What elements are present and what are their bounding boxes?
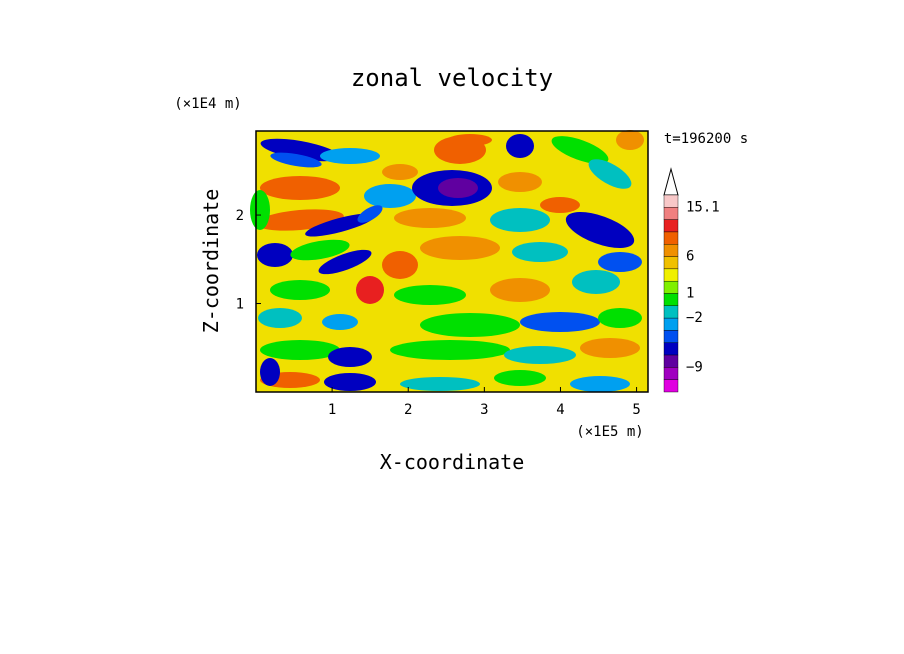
y-scale-label: (×1E4 m) bbox=[174, 96, 241, 112]
field-contour-region bbox=[260, 176, 340, 200]
field-contour-region bbox=[394, 208, 466, 228]
field-contour-region bbox=[382, 164, 418, 180]
x-tick-label: 3 bbox=[480, 402, 488, 418]
field-contour-region bbox=[588, 159, 632, 189]
field-contour-region bbox=[270, 280, 330, 300]
field-contour-region bbox=[512, 242, 568, 262]
field-contour-region bbox=[290, 239, 350, 261]
colorbar-swatch bbox=[663, 219, 679, 233]
field-contour-region bbox=[318, 249, 372, 275]
field-contour-region bbox=[565, 211, 635, 249]
field-contour-region bbox=[394, 285, 466, 305]
field-contour-region bbox=[494, 370, 546, 386]
colorbar-swatch bbox=[663, 207, 679, 220]
field-contour-region bbox=[250, 190, 270, 230]
field-contour-region bbox=[420, 313, 520, 337]
colorbar-swatch bbox=[663, 330, 679, 343]
field-contour-region bbox=[448, 134, 492, 146]
colorbar-label: 6 bbox=[686, 249, 694, 265]
field-contour-region bbox=[438, 178, 478, 198]
colorbar-swatch bbox=[663, 293, 679, 307]
y-tick-label: 2 bbox=[236, 208, 244, 224]
colorbar-swatch bbox=[663, 268, 679, 282]
field-contour-region bbox=[356, 276, 384, 304]
field-contour-region bbox=[580, 338, 640, 358]
colorbar-label: 1 bbox=[686, 286, 694, 302]
colorbar-swatch bbox=[663, 367, 679, 380]
field-contour-region bbox=[320, 148, 380, 164]
colorbar: 15.1 6 1 −2 −9 bbox=[663, 167, 720, 393]
field-contour-region bbox=[540, 197, 580, 213]
colorbar-swatch bbox=[663, 244, 679, 257]
colorbar-swatch bbox=[663, 280, 679, 294]
field-contour-region bbox=[506, 134, 534, 158]
x-tick-label: 5 bbox=[632, 402, 640, 418]
x-scale-label: (×1E5 m) bbox=[576, 424, 643, 440]
field-contour-region bbox=[270, 152, 322, 168]
field-contour-region bbox=[260, 358, 280, 386]
colorbar-swatch bbox=[663, 256, 679, 270]
colorbar-swatch bbox=[663, 317, 679, 331]
colorbar-swatch bbox=[663, 354, 679, 368]
colorbar-swatch bbox=[663, 342, 679, 356]
field-contour-region bbox=[504, 346, 576, 364]
x-axis-label: X-coordinate bbox=[380, 450, 525, 474]
field-contour-region bbox=[390, 340, 510, 360]
field-contour-region bbox=[258, 308, 302, 328]
field-contour-region bbox=[572, 270, 620, 294]
field-contour-region bbox=[400, 377, 480, 391]
velocity-field bbox=[250, 130, 644, 392]
y-axis-ticks: 12 bbox=[236, 208, 261, 313]
field-contour-region bbox=[598, 252, 642, 272]
field-contour-region bbox=[260, 340, 340, 360]
field-contour-region bbox=[324, 373, 376, 391]
x-tick-label: 4 bbox=[556, 402, 564, 418]
x-tick-label: 1 bbox=[328, 402, 336, 418]
field-contour-region bbox=[322, 314, 358, 330]
field-contour-region bbox=[305, 213, 375, 237]
field-contour-region bbox=[570, 376, 630, 392]
field-contour-region bbox=[520, 312, 600, 332]
heatmap-plot-area bbox=[250, 130, 649, 393]
y-tick-label: 1 bbox=[236, 297, 244, 313]
time-label: t=196200 s bbox=[664, 131, 748, 147]
field-contour-region bbox=[357, 205, 383, 223]
field-contour-region bbox=[490, 208, 550, 232]
chart-title: zonal velocity bbox=[351, 64, 553, 92]
field-contour-region bbox=[598, 308, 642, 328]
colorbar-label: −9 bbox=[686, 359, 703, 375]
field-contour-region bbox=[364, 184, 416, 208]
colorbar-label: 15.1 bbox=[686, 199, 720, 215]
x-axis-ticks: 1 2 3 4 5 bbox=[328, 387, 641, 418]
field-contour-region bbox=[551, 136, 609, 164]
field-contour-region bbox=[490, 278, 550, 302]
field-contour-region bbox=[260, 138, 340, 162]
colorbar-swatch bbox=[663, 379, 679, 393]
colorbar-swatch bbox=[663, 305, 679, 319]
colorbar-label: −2 bbox=[686, 310, 703, 326]
field-contour-region bbox=[420, 236, 500, 260]
x-tick-label: 2 bbox=[404, 402, 412, 418]
y-axis-label: Z-coordinate bbox=[199, 189, 223, 334]
colorbar-swatch bbox=[663, 231, 679, 245]
colorbar-swatch bbox=[663, 194, 679, 208]
field-contour-region bbox=[328, 347, 372, 367]
colorbar-extend-arrow bbox=[663, 167, 679, 196]
field-contour-region bbox=[257, 243, 293, 267]
field-contour-region bbox=[498, 172, 542, 192]
field-contour-region bbox=[382, 251, 418, 279]
plot-frame bbox=[255, 130, 649, 393]
field-contour-region bbox=[616, 130, 644, 150]
